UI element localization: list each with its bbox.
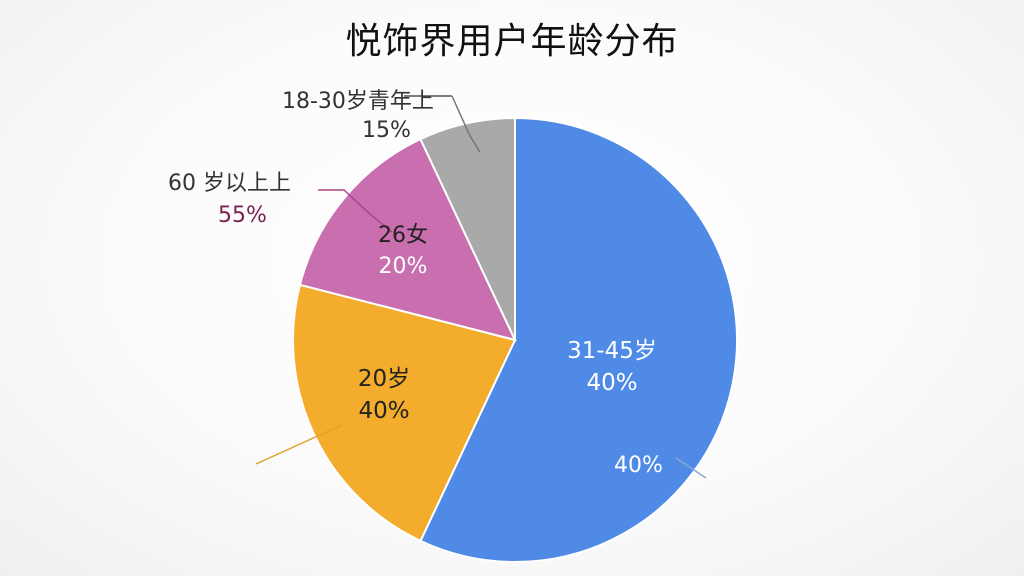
leader-line-gray-b — [451, 95, 481, 153]
slice-label-blue-pct: 40% — [586, 370, 637, 396]
pie-slice-orange — [292, 283, 517, 543]
pie-slice-pink — [298, 137, 517, 342]
slice-label-pink-name: 26女 — [378, 223, 428, 248]
slice-label-orange-pct: 40% — [358, 398, 409, 424]
pie-slice-gray — [419, 116, 516, 341]
chart-title: 悦饰界用户年龄分布 — [345, 21, 679, 62]
leader-line-orange — [255, 424, 343, 465]
outer-label-blue-pct: 40% — [614, 453, 663, 478]
outer-label-pink-pct: 55% — [218, 203, 267, 228]
outer-label-gray-name: 18-30岁青年上 — [282, 89, 434, 114]
slice-label-pink-pct: 20% — [379, 254, 428, 279]
pie-slice-blue — [419, 116, 738, 563]
outer-label-gray-pct: 15% — [362, 118, 411, 143]
outer-label-pink-name: 60 岁以上上 — [168, 171, 291, 196]
slice-label-orange-name: 20岁 — [358, 366, 410, 392]
leader-line-blue — [675, 457, 707, 479]
slice-label-blue-name: 31-45岁 — [567, 338, 657, 364]
leader-line-pink — [318, 189, 393, 233]
